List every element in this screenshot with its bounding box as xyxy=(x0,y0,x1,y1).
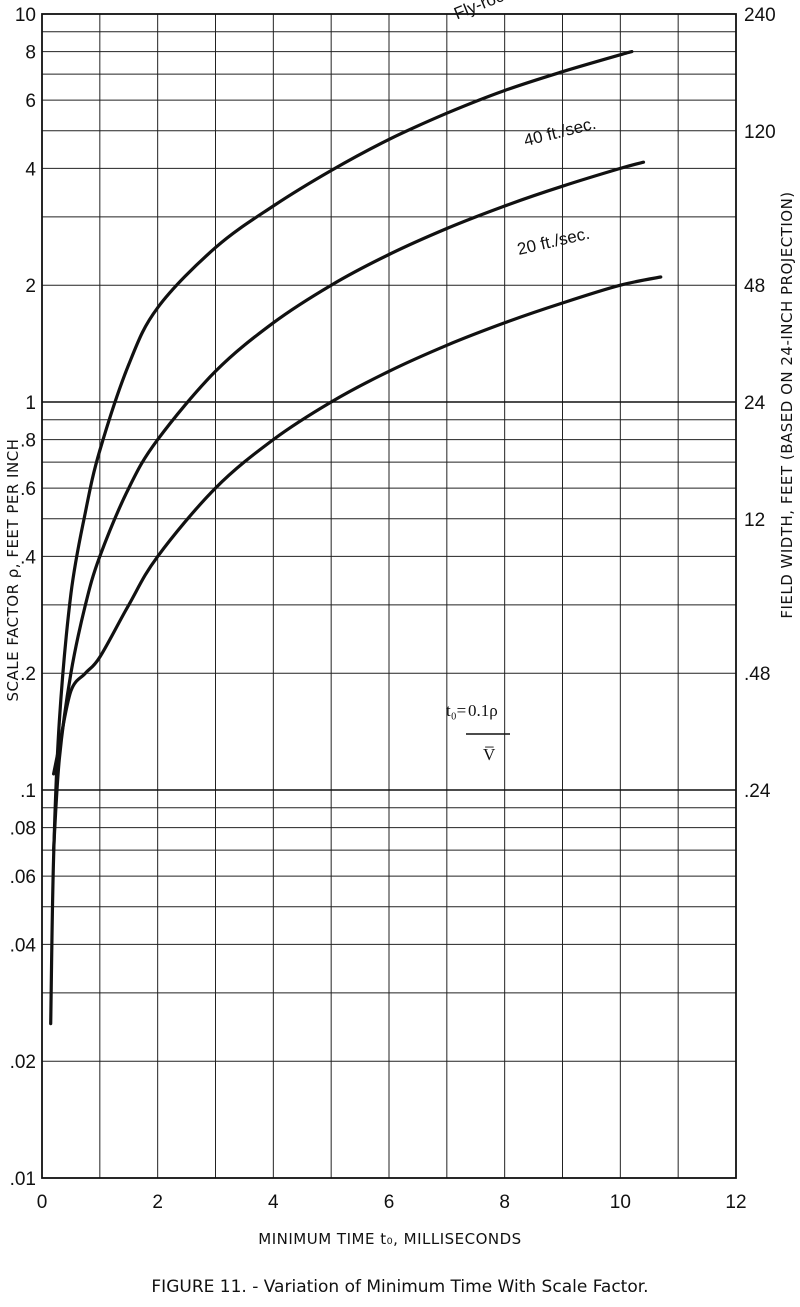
y-tick-label: .02 xyxy=(10,1052,36,1073)
y-tick-label: .04 xyxy=(10,935,37,956)
series-line xyxy=(49,50,634,1026)
grid xyxy=(42,14,736,1178)
series-label: Fly-rock velocity, 80 ft./sec. xyxy=(451,0,647,23)
y-tick-label: .4 xyxy=(20,547,36,568)
y-tick-label: 1 xyxy=(25,393,36,414)
x-tick-label: 10 xyxy=(610,1192,631,1213)
formula-annotation: t₀= 0.1ρ V̅ xyxy=(446,701,510,764)
axes xyxy=(41,13,737,1179)
y-tick-label: .6 xyxy=(20,479,36,500)
formula-lhs: t₀= xyxy=(446,701,466,720)
y-tick-label: 2 xyxy=(25,276,36,297)
x-tick-label: 8 xyxy=(499,1192,510,1213)
y-axis-title: SCALE FACTOR ρ, FEET PER INCH xyxy=(4,439,22,702)
labels: 0 2 4 6 8 10 121086421.8.6.4.2.1.08.06.04.02.0… xyxy=(10,0,776,1213)
x-tick-label: 6 xyxy=(384,1192,395,1213)
x-tick-label: 12 xyxy=(725,1192,746,1213)
y-tick-label: 10 xyxy=(15,5,36,26)
y2-tick-label: 12 xyxy=(744,510,765,531)
x-tick-label: 4 xyxy=(268,1192,279,1213)
y-tick-label: 8 xyxy=(25,43,36,64)
series-lines xyxy=(49,50,663,1026)
series-line xyxy=(52,160,646,852)
y-tick-label: .01 xyxy=(10,1169,36,1190)
y-tick-label: .06 xyxy=(10,867,36,888)
y2-tick-label: 24 xyxy=(744,393,766,414)
y2-tick-label: .24 xyxy=(744,781,771,802)
plot-frame xyxy=(41,13,737,1179)
x-tick-label: 0 xyxy=(37,1192,48,1213)
series-label: 20 ft./sec. xyxy=(515,224,591,259)
y-tick-label: .2 xyxy=(20,664,36,685)
formula-numerator: 0.1ρ xyxy=(468,701,498,720)
y-tick-label: 4 xyxy=(25,159,36,180)
series-label: 40 ft./sec. xyxy=(522,114,598,150)
y2-axis-title: FIELD WIDTH, FEET (BASED ON 24-INCH PROJ… xyxy=(778,191,796,618)
formula-denominator: V̅ xyxy=(483,745,496,764)
x-tick-label: 2 xyxy=(152,1192,163,1213)
figure-caption: FIGURE 11. - Variation of Minimum Time W… xyxy=(151,1277,648,1297)
x-axis-title: MINIMUM TIME t₀, MILLISECONDS xyxy=(258,1230,521,1248)
series-line xyxy=(52,275,663,776)
y-tick-label: 6 xyxy=(25,91,36,112)
y2-tick-label: 120 xyxy=(744,122,776,143)
y2-tick-label: 48 xyxy=(744,276,765,297)
y2-tick-label: .48 xyxy=(744,664,770,685)
y-tick-label: .08 xyxy=(10,819,36,840)
y-tick-label: .8 xyxy=(20,431,36,452)
y2-tick-label: 240 xyxy=(744,5,776,26)
y-tick-label: .1 xyxy=(20,781,36,802)
